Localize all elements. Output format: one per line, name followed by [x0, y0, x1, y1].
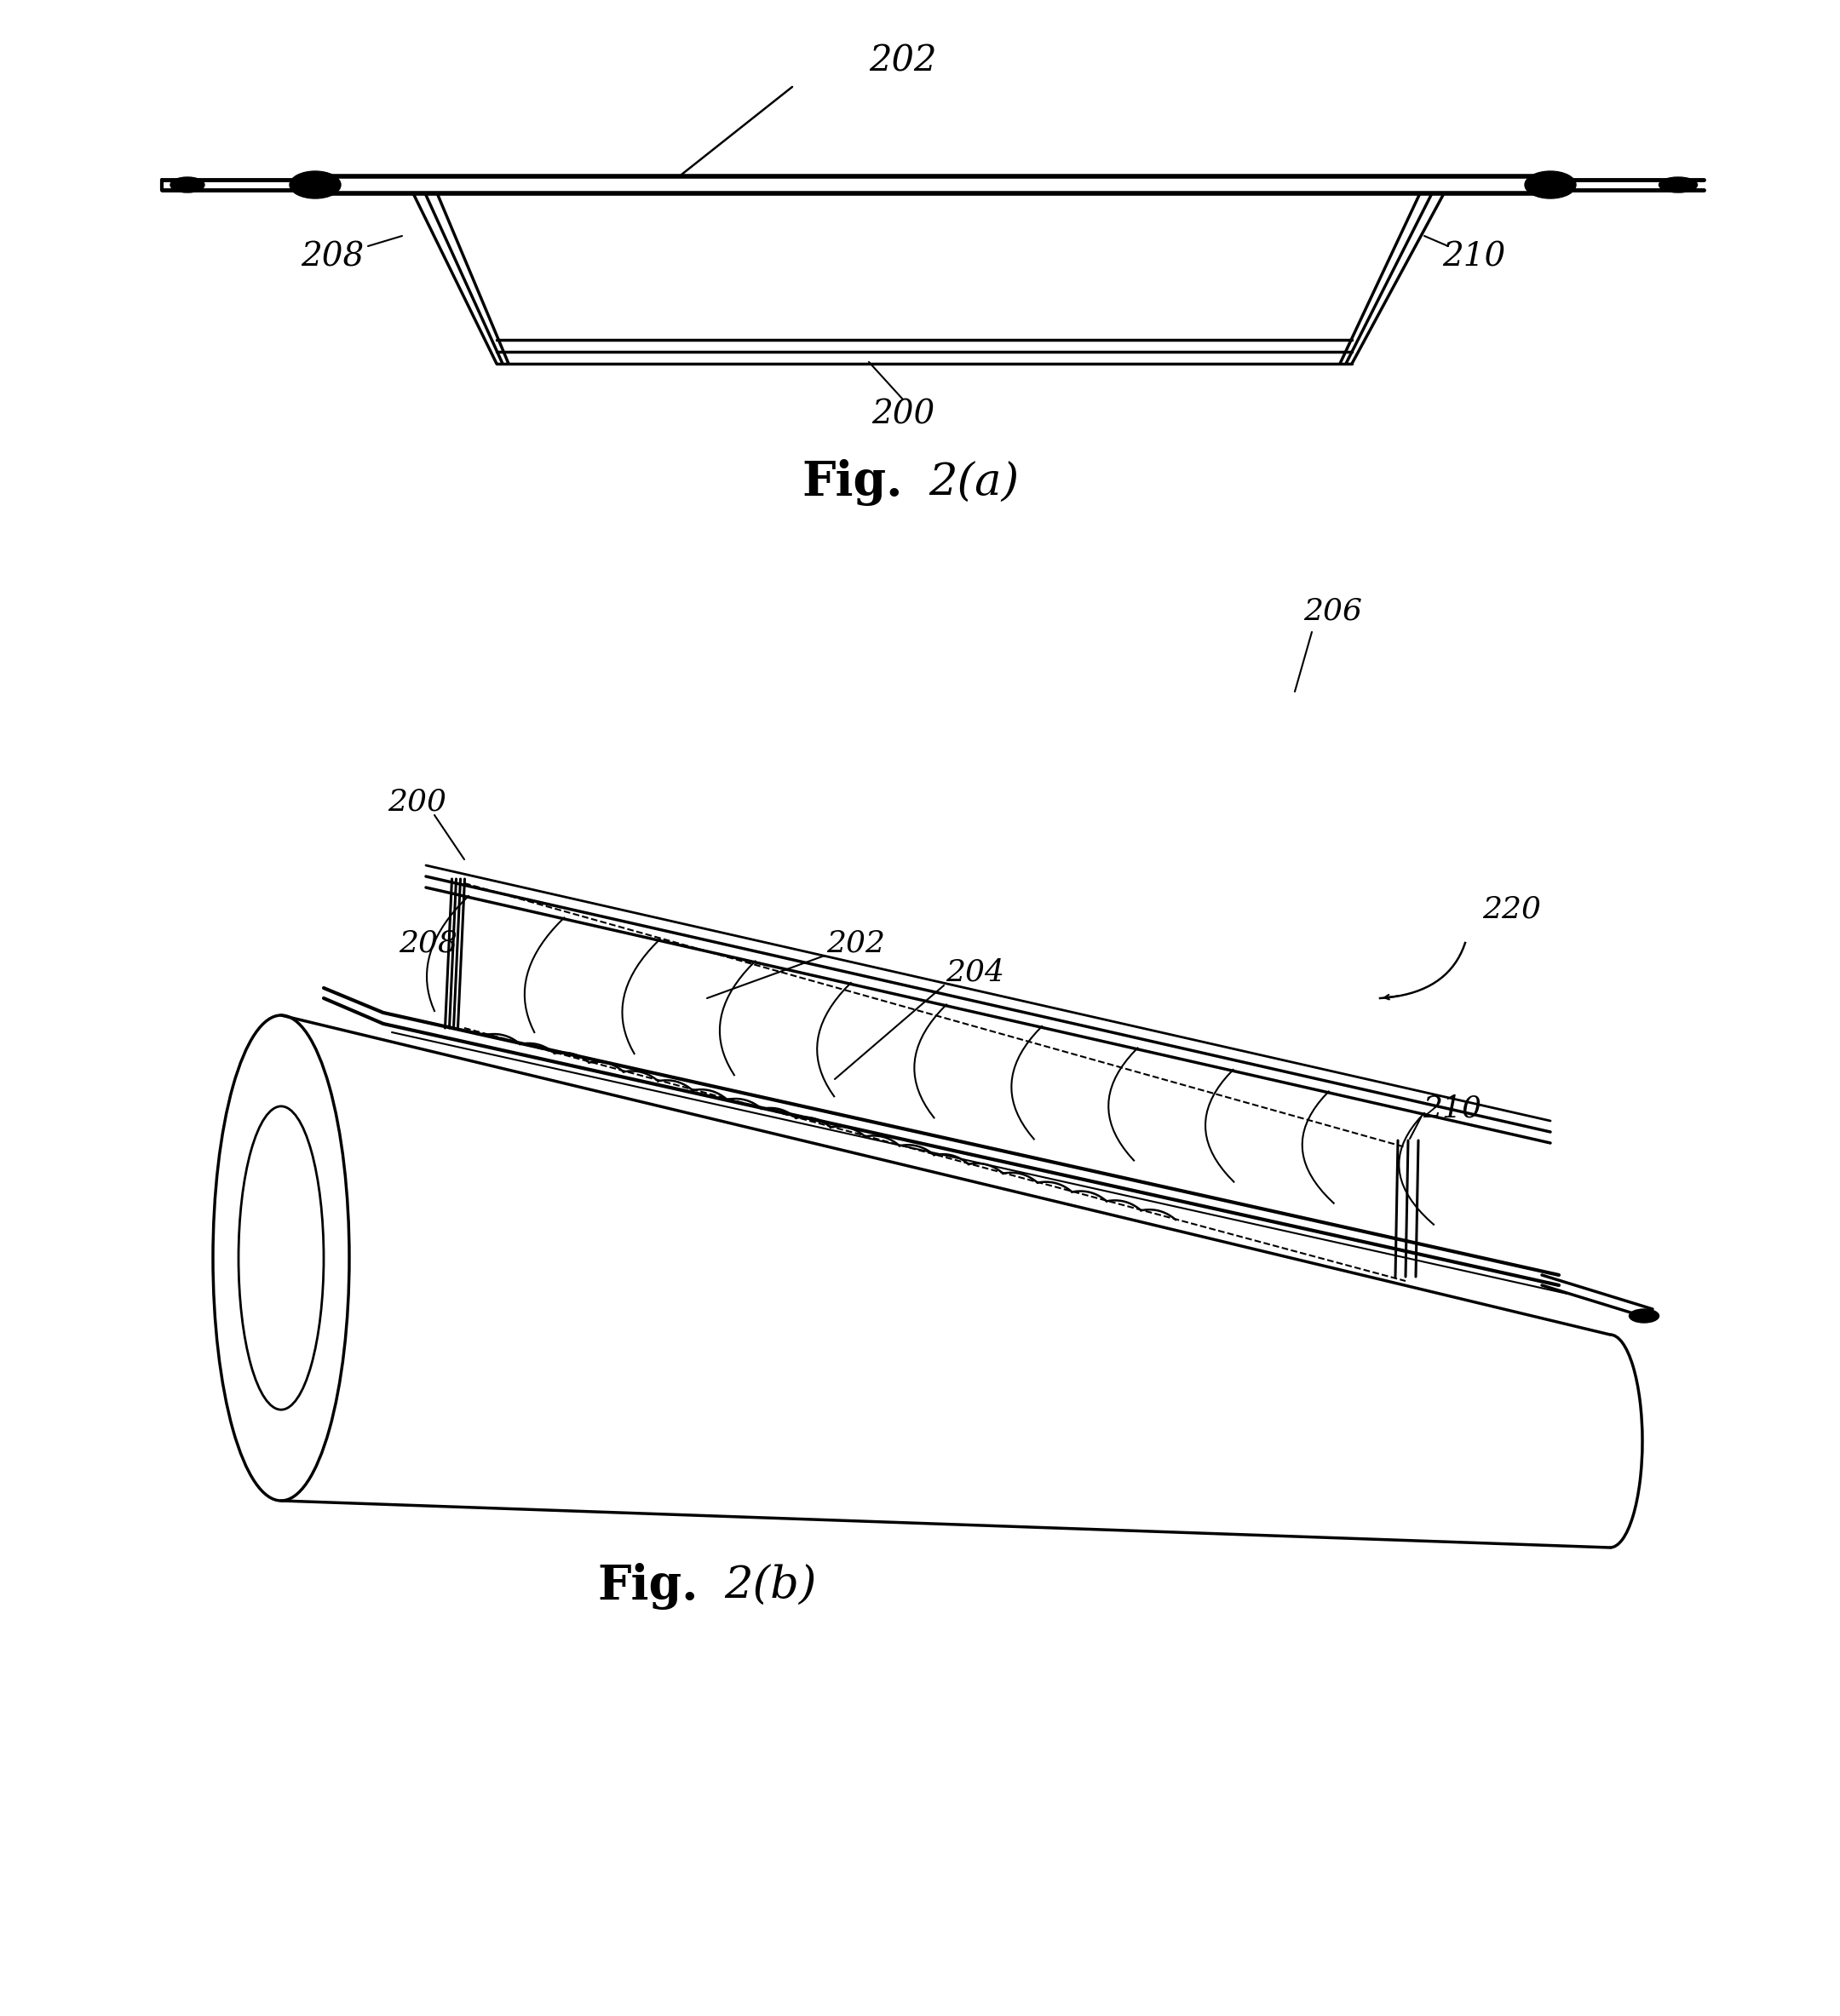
- Text: 220: 220: [1483, 895, 1542, 923]
- Text: 2(b): 2(b): [725, 1564, 817, 1607]
- Text: 202: 202: [868, 44, 937, 79]
- Ellipse shape: [1660, 177, 1696, 192]
- Text: 200: 200: [872, 399, 935, 431]
- Text: 200: 200: [388, 788, 447, 816]
- Text: 208: 208: [399, 927, 458, 958]
- Text: 204: 204: [946, 958, 1005, 988]
- Text: 202: 202: [826, 927, 885, 958]
- Ellipse shape: [289, 171, 340, 198]
- Text: 210: 210: [1422, 1095, 1481, 1123]
- Ellipse shape: [1628, 1308, 1660, 1322]
- Text: Fig.: Fig.: [802, 460, 903, 506]
- Text: 2(a): 2(a): [929, 462, 1019, 504]
- Text: 208: 208: [300, 242, 364, 272]
- Text: 210: 210: [1443, 242, 1505, 272]
- Ellipse shape: [1525, 171, 1575, 198]
- Ellipse shape: [171, 177, 204, 192]
- Text: 206: 206: [1303, 597, 1362, 625]
- Text: Fig.: Fig.: [598, 1562, 699, 1609]
